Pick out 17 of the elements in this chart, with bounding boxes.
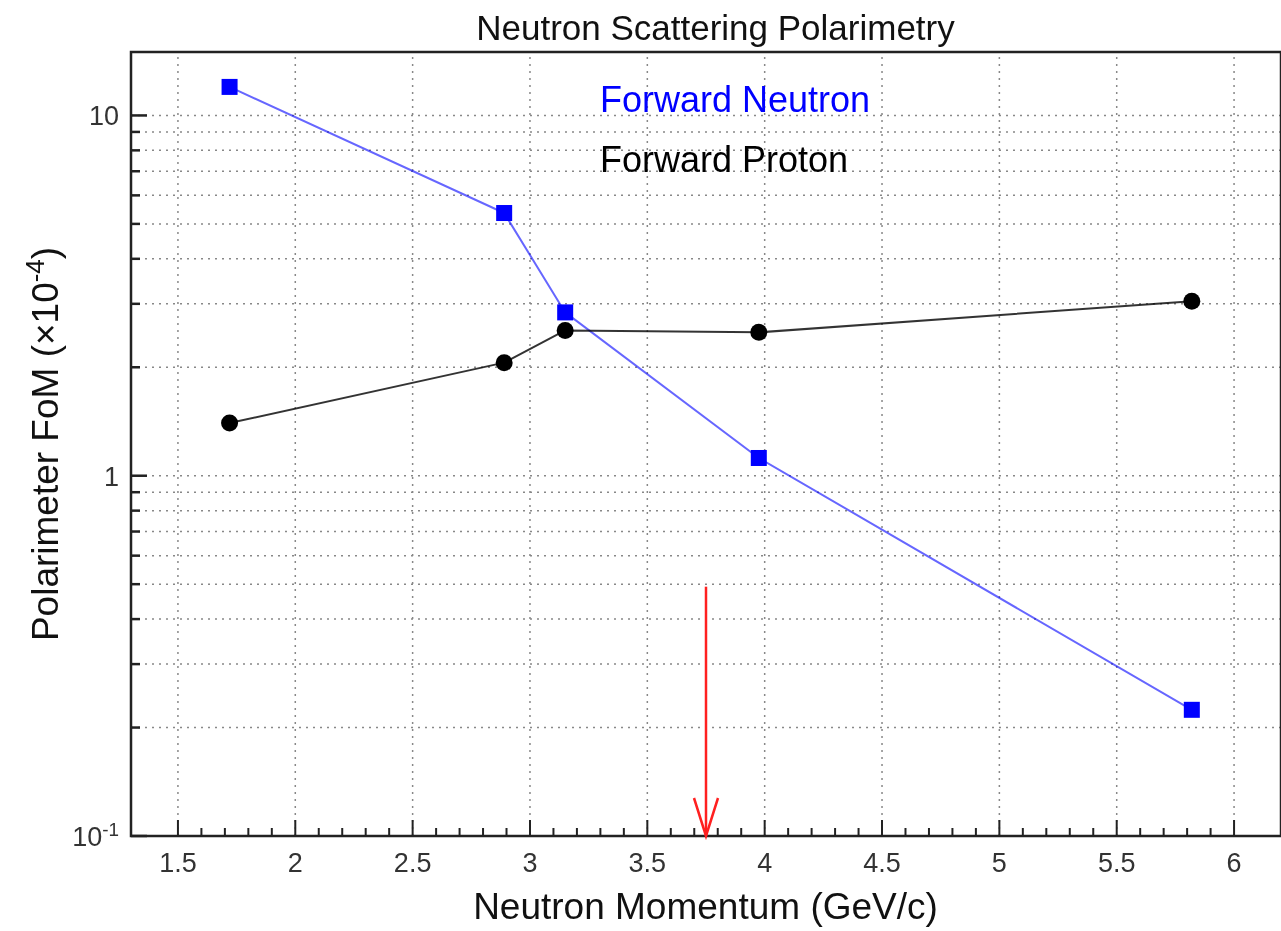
chart-title: Neutron Scattering Polarimetry — [476, 8, 956, 47]
y-tick-label: 10$^{-1}$ — [72, 818, 119, 852]
x-tick-label: 3.5 — [628, 848, 667, 878]
x-tick-label: 2 — [287, 848, 303, 878]
x-tick-label: 3 — [522, 848, 538, 878]
x-tick-label: 5 — [991, 848, 1007, 878]
y-tick-label: 10 — [88, 101, 119, 132]
x-tick-label: 5.5 — [1097, 848, 1136, 878]
x-tick-label: 1.5 — [159, 848, 197, 878]
x-tick-label: 2.5 — [393, 848, 432, 878]
text: Forward Neutron — [600, 79, 871, 120]
x-axis-title: Neutron Momentum (GeV/c) — [473, 886, 938, 927]
y-tick-label: 1 — [103, 461, 119, 492]
x-tick-label: 4.5 — [863, 848, 901, 878]
text: Forward Proton — [600, 139, 849, 180]
x-tick-label: 4 — [757, 848, 773, 878]
x-tick-label: 6 — [1226, 848, 1242, 878]
